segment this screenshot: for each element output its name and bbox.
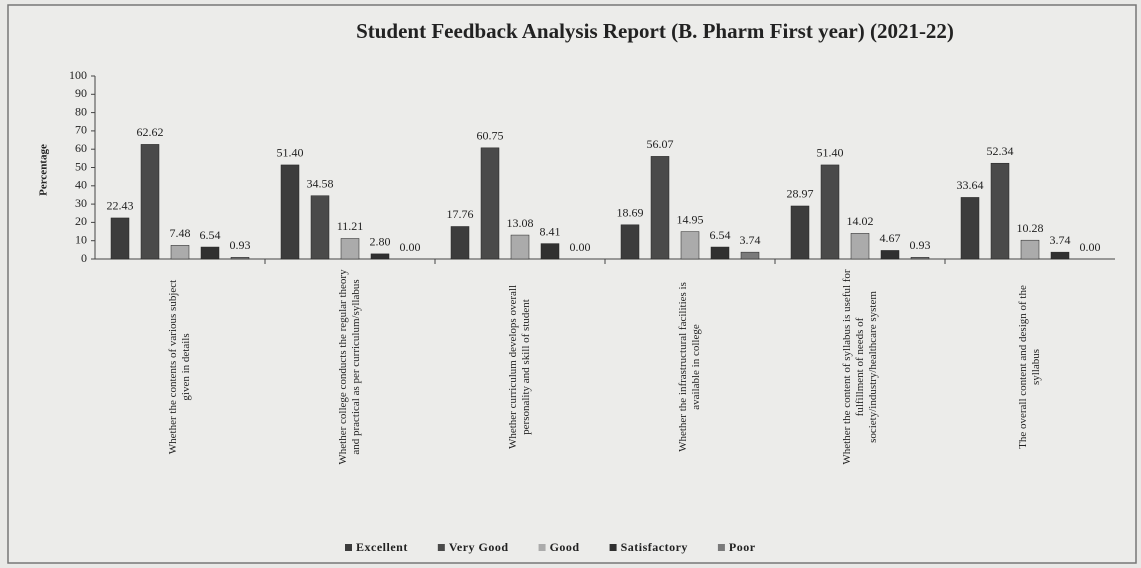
value-label: 17.76 bbox=[447, 207, 474, 221]
value-label: 14.02 bbox=[847, 214, 874, 228]
bar bbox=[850, 233, 870, 260]
legend-swatch bbox=[609, 544, 617, 551]
y-tick-label: 30 bbox=[75, 196, 87, 210]
value-label: 0.93 bbox=[910, 238, 931, 252]
x-tick-label: Whether college conducts the regular the… bbox=[337, 269, 362, 465]
legend-swatch bbox=[437, 544, 445, 551]
value-label: 11.21 bbox=[337, 219, 364, 233]
value-label: 10.28 bbox=[1017, 221, 1044, 235]
value-label: 0.93 bbox=[230, 238, 251, 252]
value-label: 52.34 bbox=[987, 144, 1014, 158]
bar bbox=[200, 246, 220, 260]
bar bbox=[110, 217, 130, 260]
value-label: 6.54 bbox=[200, 228, 221, 242]
value-label: 60.75 bbox=[477, 129, 504, 143]
value-label: 0.00 bbox=[1080, 240, 1101, 254]
bar bbox=[340, 238, 360, 260]
x-tick-label: The overall content and design of the sy… bbox=[1017, 285, 1042, 449]
bar bbox=[140, 144, 160, 260]
bar bbox=[740, 251, 760, 260]
bar bbox=[510, 234, 530, 260]
bar bbox=[620, 224, 640, 260]
bar bbox=[960, 197, 980, 260]
value-label: 51.40 bbox=[277, 146, 304, 160]
bar bbox=[820, 164, 840, 260]
value-label: 7.48 bbox=[170, 226, 191, 240]
legend-label: Very Good bbox=[449, 540, 509, 554]
legend-label: Good bbox=[550, 540, 580, 554]
bar bbox=[480, 147, 500, 260]
x-tick-label: Whether the infrastructural facilities i… bbox=[677, 282, 702, 452]
bar bbox=[680, 231, 700, 260]
legend-swatch bbox=[538, 544, 546, 551]
bar bbox=[990, 162, 1010, 260]
value-label: 14.95 bbox=[677, 212, 704, 226]
value-label: 0.00 bbox=[400, 240, 421, 254]
bar bbox=[280, 164, 300, 260]
bar bbox=[170, 245, 190, 260]
value-label: 51.40 bbox=[817, 146, 844, 160]
value-label: 28.97 bbox=[787, 187, 814, 201]
value-label: 62.62 bbox=[137, 125, 164, 139]
y-tick-label: 90 bbox=[75, 86, 87, 100]
value-label: 0.00 bbox=[570, 240, 591, 254]
bar bbox=[450, 226, 470, 260]
y-tick-label: 10 bbox=[75, 232, 87, 246]
bar bbox=[910, 257, 930, 260]
chart-title: Student Feedback Analysis Report (B. Pha… bbox=[356, 19, 954, 43]
bar bbox=[370, 253, 390, 260]
legend-swatch bbox=[345, 544, 352, 551]
value-label: 33.64 bbox=[957, 178, 984, 192]
bar bbox=[1050, 251, 1070, 260]
value-label: 56.07 bbox=[647, 137, 674, 151]
x-tick-label: Whether the contents of various subject … bbox=[167, 279, 192, 455]
bar bbox=[540, 243, 560, 260]
legend-label: Poor bbox=[729, 540, 756, 554]
y-axis-label: Percentage bbox=[38, 144, 50, 196]
legend-label: Satisfactory bbox=[621, 540, 688, 554]
value-label: 6.54 bbox=[710, 228, 731, 242]
bar bbox=[790, 205, 810, 260]
x-tick-label: Whether curriculum develops overall pers… bbox=[507, 284, 532, 450]
y-tick-label: 50 bbox=[75, 159, 87, 173]
y-tick-label: 100 bbox=[69, 68, 87, 82]
legend-swatch bbox=[717, 544, 725, 551]
y-tick-label: 70 bbox=[75, 123, 87, 137]
value-label: 3.74 bbox=[740, 233, 761, 247]
value-label: 18.69 bbox=[617, 206, 644, 220]
value-label: 2.80 bbox=[370, 235, 391, 249]
y-tick-label: 40 bbox=[75, 178, 87, 192]
bar bbox=[310, 195, 330, 260]
bar bbox=[1020, 239, 1040, 260]
value-label: 4.67 bbox=[880, 231, 901, 245]
value-label: 34.58 bbox=[307, 176, 334, 190]
value-label: 3.74 bbox=[1050, 233, 1071, 247]
bar bbox=[710, 246, 730, 260]
bar bbox=[230, 257, 250, 260]
value-label: 8.41 bbox=[540, 224, 561, 238]
y-tick-label: 80 bbox=[75, 104, 87, 118]
bar bbox=[880, 250, 900, 260]
y-tick-label: 0 bbox=[81, 251, 87, 265]
y-tick-label: 60 bbox=[75, 141, 87, 155]
bar bbox=[650, 156, 670, 260]
legend-label: Excellent bbox=[356, 540, 408, 554]
frame bbox=[7, 4, 1137, 564]
y-tick-label: 20 bbox=[75, 214, 87, 228]
value-label: 22.43 bbox=[107, 199, 134, 213]
value-label: 13.08 bbox=[507, 216, 534, 230]
x-tick-label: Whether the content of syllabus is usefu… bbox=[840, 269, 879, 465]
